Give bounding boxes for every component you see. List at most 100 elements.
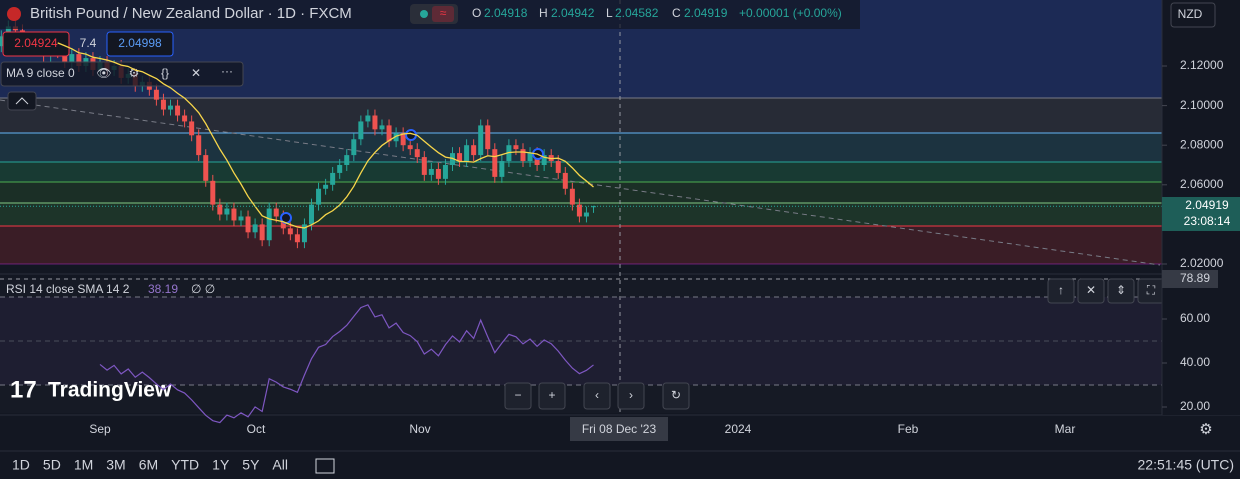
time-label: Sep (89, 422, 111, 436)
candle-body (182, 115, 188, 122)
rsi-tick-label: 20.00 (1180, 399, 1210, 413)
rsi-tick-label: 60.00 (1180, 311, 1210, 325)
buy-button[interactable] (106, 31, 174, 57)
date-range-icon[interactable] (315, 458, 335, 474)
range-button[interactable]: 3M (106, 457, 125, 473)
candle-body (400, 133, 406, 146)
candle-body (520, 149, 526, 162)
candle-body (513, 145, 519, 150)
flag (7, 7, 21, 21)
last-price-box (1162, 197, 1240, 231)
candle-body (238, 216, 244, 221)
range-button[interactable]: 5Y (242, 457, 260, 473)
candle-body (224, 208, 230, 215)
rsi-line (99, 304, 594, 424)
ma-line (57, 42, 594, 229)
candle-body (203, 155, 209, 181)
candle-body (175, 105, 181, 116)
change: +0.00001 (+0.00%) (739, 6, 842, 20)
candle-body (591, 206, 596, 208)
range-button[interactable]: 5D (43, 457, 61, 473)
candle-body (583, 212, 589, 217)
candle-body (5, 26, 11, 37)
price-tick-label: 2.10000 (1180, 98, 1224, 112)
svg-text:↻: ↻ (671, 388, 681, 402)
collapse-button[interactable] (7, 91, 37, 111)
buy: 2.04998 (118, 36, 162, 50)
range-bar: 1D 5D 1M 3M 6M YTD 1Y 5Y All (12, 457, 288, 473)
candle-body (379, 125, 385, 130)
rsi-last: 78.89 (1180, 271, 1210, 285)
trend-line (0, 99, 1161, 266)
candle-body (541, 155, 547, 165)
candle-body (471, 145, 477, 156)
candle-body (485, 125, 491, 150)
rsi-tick-label: 40.00 (1180, 355, 1210, 369)
candle-body (576, 204, 582, 217)
nav-buttons[interactable]: − + ‹ › ↻ (504, 382, 690, 410)
candle-body (259, 224, 265, 241)
candle-body (301, 224, 307, 243)
candle-body (555, 161, 561, 173)
candle-body (457, 153, 463, 162)
ma-markers (280, 129, 544, 224)
price-tick-label: 2.06000 (1180, 177, 1224, 191)
c-key: C (672, 6, 681, 20)
icon-settings[interactable]: ⚙ (129, 66, 140, 80)
pane-buttons[interactable]: ↑ ✕ ⇕ ⛶ (1047, 278, 1165, 304)
candle-body (273, 208, 279, 217)
h-val: 2.04942 (551, 6, 595, 20)
sell-button[interactable] (2, 31, 70, 57)
svg-text:−: − (514, 388, 521, 402)
range-button[interactable]: 1D (12, 457, 30, 473)
symbol[interactable]: British Pound / New Zealand Dollar · 1D … (30, 5, 352, 22)
candle-body (442, 165, 448, 179)
icon-source[interactable]: {} (161, 66, 169, 80)
currency: NZD (1178, 7, 1203, 21)
axis-settings[interactable]: ⚙ (1199, 421, 1212, 438)
price-tick-label: 2.12000 (1180, 58, 1224, 72)
candle-body (407, 145, 413, 150)
candle-body (421, 157, 427, 175)
icon-eye[interactable]: 👁 (96, 66, 111, 80)
svg-text:‹: ‹ (595, 388, 599, 402)
svg-text:+: + (548, 388, 555, 402)
candle-body (245, 216, 251, 233)
rsi-value: 38.19 (148, 282, 178, 296)
range-button[interactable]: 1Y (212, 457, 230, 473)
candle-body (323, 184, 329, 189)
candle-body (435, 168, 441, 179)
candle-body (196, 135, 202, 156)
candle-body (287, 228, 293, 235)
candle-body (358, 121, 364, 140)
sell: 2.04924 (14, 36, 58, 50)
candle-body (153, 89, 159, 100)
range-button[interactable]: 6M (139, 457, 158, 473)
o-key: O (472, 6, 481, 20)
candle-body (294, 234, 300, 243)
icon-remove[interactable]: ✕ (191, 66, 201, 80)
candle-body (266, 208, 272, 241)
candle-body (527, 153, 533, 162)
range-button[interactable]: YTD (171, 457, 199, 473)
candle-body (316, 188, 322, 205)
candle-body (393, 133, 399, 142)
ma-legend[interactable] (0, 61, 244, 87)
range-button[interactable]: 1M (74, 457, 93, 473)
fib-bands (0, 0, 1162, 265)
svg-text:↑: ↑ (1058, 283, 1064, 297)
rsi-pane (0, 278, 1162, 413)
range-button[interactable]: All (272, 457, 288, 473)
candle-body (330, 172, 336, 185)
candle-body (309, 204, 314, 225)
icon-more[interactable]: ··· (221, 64, 233, 78)
currency-button[interactable] (1170, 2, 1216, 28)
clock: 22:51:45 (UTC) (1138, 457, 1234, 473)
time-label: 2024 (725, 422, 752, 436)
candle-body (337, 165, 343, 173)
logo: TradingView (48, 379, 172, 402)
svg-text:⇕: ⇕ (1116, 283, 1126, 297)
rsi-extra: ∅ ∅ (191, 282, 215, 296)
svg-text:›: › (629, 388, 633, 402)
